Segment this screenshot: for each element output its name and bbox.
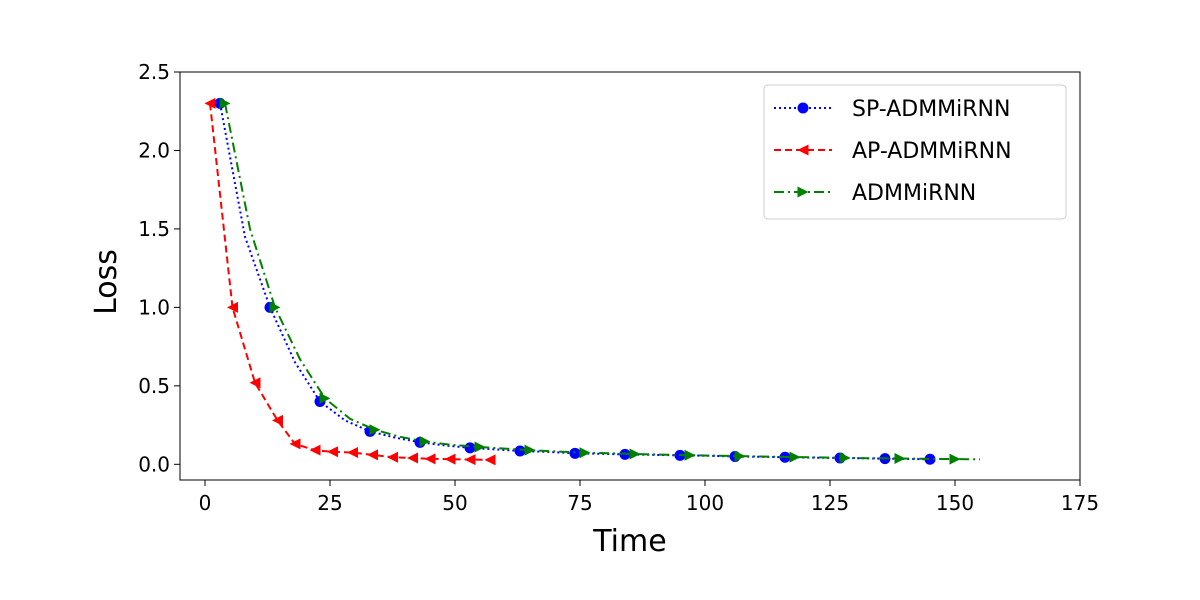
- plot-frame: [179, 71, 1081, 481]
- data-point: [734, 450, 746, 462]
- data-point: [407, 452, 418, 464]
- legend: SP-ADMMiRNN AP-ADMMiRNN ADMMiRNN: [763, 84, 1067, 220]
- legend-marker: [797, 144, 809, 156]
- data-point: [289, 438, 301, 450]
- data-point: [387, 451, 398, 463]
- y-tick-label: 1.0: [138, 295, 170, 319]
- x-tick-label: 0: [199, 491, 212, 515]
- data-point: [894, 453, 906, 465]
- legend-label: AP-ADMMiRNN: [852, 139, 1012, 164]
- data-point: [464, 442, 476, 454]
- data-point: [327, 446, 338, 458]
- y-tick-label: 2.5: [138, 60, 170, 84]
- data-point: [204, 97, 216, 109]
- data-point: [629, 448, 641, 460]
- x-tick-label: 150: [936, 491, 974, 515]
- legend-marker: [797, 186, 809, 198]
- data-point: [579, 447, 591, 459]
- data-point: [309, 444, 321, 456]
- series-ap-admmirnn: [204, 97, 496, 466]
- x-tick-label: 125: [811, 491, 849, 515]
- x-axis-label: Time: [592, 524, 666, 559]
- data-point: [444, 453, 456, 465]
- x-tick-label: 25: [317, 491, 342, 515]
- data-point: [249, 377, 261, 389]
- y-tick-label: 1.5: [138, 217, 170, 241]
- legend-label: ADMMiRNN: [852, 181, 976, 206]
- data-point: [464, 454, 476, 466]
- data-point: [484, 454, 496, 466]
- data-point: [319, 392, 331, 404]
- series-line: [224, 103, 981, 461]
- data-point: [227, 301, 238, 313]
- x-tick-label: 75: [567, 491, 592, 515]
- series-line: [209, 103, 491, 461]
- legend-box: [763, 84, 1067, 220]
- data-point: [514, 445, 526, 457]
- legend-entry: AP-ADMMiRNN: [774, 139, 1012, 164]
- data-point: [367, 449, 378, 461]
- data-point: [272, 414, 283, 426]
- data-point: [219, 97, 231, 109]
- x-tick-label: 175: [1061, 491, 1099, 515]
- data-point: [369, 424, 381, 436]
- series-layer: [204, 97, 981, 466]
- data-point: [419, 436, 431, 448]
- data-point: [684, 449, 696, 461]
- legend-marker: [797, 102, 809, 114]
- y-tick-label: 0.5: [138, 374, 170, 398]
- x-tick-label: 50: [442, 491, 467, 515]
- data-point: [474, 441, 486, 453]
- x-axis: 0 25 50 75 100 125 150 175: [199, 480, 1099, 515]
- y-tick-label: 0.0: [138, 452, 170, 476]
- data-point: [269, 301, 281, 313]
- data-point: [347, 447, 358, 459]
- y-axis-label: Loss: [89, 249, 124, 315]
- data-point: [789, 451, 801, 463]
- data-point: [949, 453, 961, 465]
- y-axis: 0.0 0.5 1.0 1.5 2.0 2.5: [138, 60, 180, 476]
- data-point: [424, 453, 436, 465]
- data-point: [924, 453, 936, 465]
- data-point: [569, 447, 581, 459]
- legend-entries: SP-ADMMiRNN AP-ADMMiRNN ADMMiRNN: [774, 97, 1012, 206]
- legend-entry: ADMMiRNN: [774, 181, 976, 206]
- data-point: [524, 444, 536, 456]
- x-tick-label: 100: [686, 491, 724, 515]
- legend-entry: SP-ADMMiRNN: [774, 97, 1010, 122]
- y-tick-label: 2.0: [138, 138, 170, 162]
- series-admmirnn: [219, 97, 981, 465]
- data-point: [839, 452, 851, 464]
- legend-label: SP-ADMMiRNN: [852, 97, 1010, 122]
